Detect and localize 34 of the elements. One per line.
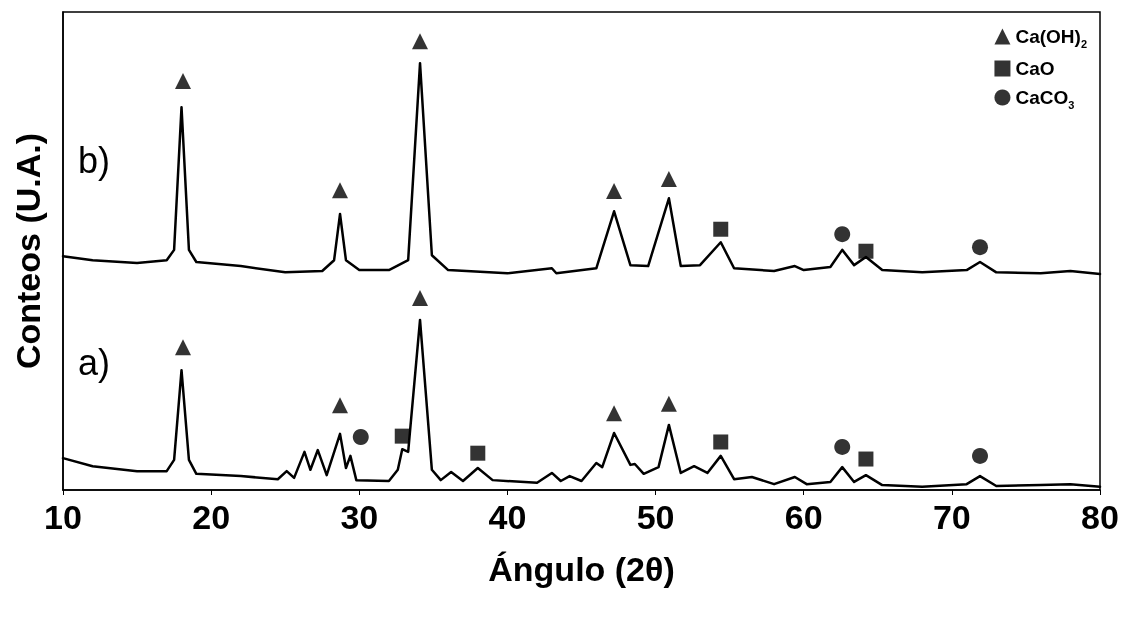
- point: [858, 451, 874, 467]
- point: [713, 434, 729, 450]
- x-tick-label: 10: [44, 498, 82, 536]
- point: [352, 429, 369, 446]
- point: [332, 182, 349, 199]
- point: [972, 447, 988, 464]
- point: [834, 438, 851, 455]
- y-axis-title: Conteos (U.A.): [9, 132, 47, 370]
- point: [175, 73, 191, 90]
- annotation: b): [78, 139, 111, 181]
- x-tick-label: 50: [636, 498, 675, 536]
- point: [972, 239, 988, 256]
- point: [660, 170, 677, 187]
- point: [713, 221, 729, 237]
- point: [412, 33, 429, 50]
- point: [412, 289, 429, 306]
- x-tick-label: 40: [488, 498, 527, 536]
- point: [606, 183, 623, 200]
- x-tick-label: 20: [192, 498, 231, 536]
- legend-label: CaO: [1015, 58, 1055, 79]
- point: [606, 405, 623, 422]
- x-tick-label: 80: [1081, 498, 1119, 536]
- point: [470, 445, 486, 461]
- x-tick-label: 60: [784, 498, 823, 536]
- x-axis-title: Ángulo (2θ): [488, 550, 675, 588]
- point: [834, 226, 851, 243]
- point: [332, 397, 349, 414]
- annotation: a): [78, 341, 111, 383]
- point: [858, 243, 874, 259]
- point: [660, 395, 677, 412]
- x-tick-label: 30: [340, 498, 379, 536]
- point: [394, 428, 410, 444]
- point: [175, 339, 191, 356]
- x-tick-label: 70: [932, 498, 971, 536]
